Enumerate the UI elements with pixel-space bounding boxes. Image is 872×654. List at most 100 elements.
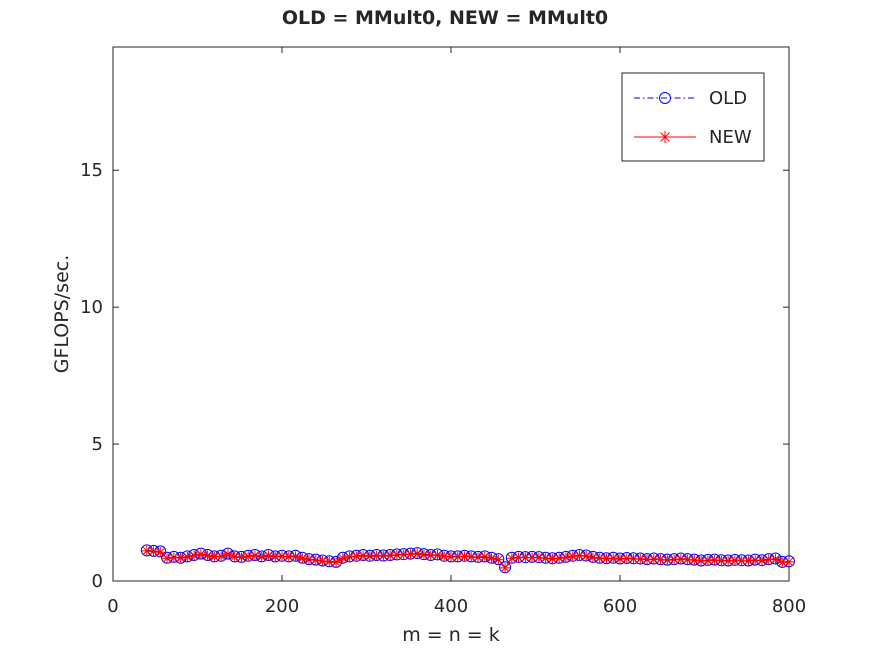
series-new-point <box>371 550 382 561</box>
series-new-point <box>479 551 490 562</box>
series-new-point <box>283 551 294 562</box>
series-new-point <box>567 551 578 562</box>
series-new-point <box>324 556 335 567</box>
series-new-point <box>696 556 707 567</box>
series-new-point <box>452 551 463 562</box>
y-tick-label: 10 <box>80 297 103 318</box>
series-layer <box>140 544 795 574</box>
series-new-point <box>500 562 511 573</box>
series-new-point <box>405 549 416 560</box>
series-new-point <box>560 552 571 563</box>
series-new-point <box>148 546 159 557</box>
series-new-point <box>723 556 734 567</box>
series-new-point <box>493 554 504 565</box>
series-new-point <box>182 551 193 562</box>
series-new-point <box>689 555 700 566</box>
y-axis: 0 5 10 15 <box>80 160 789 592</box>
series-new-point <box>297 553 308 564</box>
series-new-point <box>554 553 565 564</box>
series-new-point <box>533 552 544 563</box>
series-new-point <box>655 554 666 565</box>
y-tick-label: 5 <box>92 434 103 455</box>
series-new-point <box>189 550 200 561</box>
y-axis-label: GFLOPS/sec. <box>51 255 73 374</box>
series-new-point <box>784 556 794 567</box>
series-new-point <box>344 551 355 562</box>
series-new-point <box>750 555 761 566</box>
series-new-point <box>256 551 267 562</box>
legend-old-marker <box>659 92 671 104</box>
x-axis: 0 200 400 600 800 <box>107 47 806 617</box>
series-new-point <box>358 550 369 561</box>
series-new-point <box>506 553 517 564</box>
series-new-point <box>155 547 166 558</box>
x-tick-label: 400 <box>434 596 468 617</box>
legend-box <box>621 72 765 162</box>
series-new-point <box>263 550 274 561</box>
series-new-point <box>662 555 673 566</box>
series-new-point <box>669 554 680 565</box>
series-new-point <box>425 550 436 561</box>
legend-new-label: NEW <box>709 127 752 148</box>
x-tick-label: 600 <box>603 596 637 617</box>
series-new-point <box>337 553 348 564</box>
series-new-point <box>270 551 281 562</box>
series-new-point <box>385 550 396 561</box>
x-tick-label: 800 <box>772 596 806 617</box>
series-new-point <box>290 551 301 562</box>
series-new-point <box>587 552 598 563</box>
series-new-point <box>195 549 206 560</box>
series-new-point <box>615 554 625 565</box>
series-new-point <box>601 553 612 564</box>
y-tick-label: 0 <box>92 571 103 592</box>
series-new-point <box>304 554 315 565</box>
series-new-point <box>243 551 254 562</box>
series-new-point <box>351 551 362 562</box>
series-new-point <box>466 551 477 562</box>
series-new-point <box>216 551 227 562</box>
series-new-point <box>486 553 497 564</box>
series-new-point <box>682 554 693 565</box>
series-new-point <box>648 554 659 565</box>
series-new-point <box>756 555 767 566</box>
y-tick-label: 15 <box>80 160 103 181</box>
series-new-point <box>574 550 585 561</box>
series-new-point <box>547 553 558 564</box>
series-new-point <box>310 555 321 566</box>
series-new-point <box>635 554 646 565</box>
series-new-point <box>378 551 389 562</box>
legend-old-label: OLD <box>709 88 747 109</box>
series-new-point <box>202 550 213 561</box>
series-new-point <box>594 553 605 564</box>
series-new-point <box>777 557 788 568</box>
legend: OLD NEW <box>621 72 765 162</box>
series-new-point <box>642 554 653 565</box>
series-new-point <box>432 549 443 560</box>
x-tick-label: 200 <box>265 596 299 617</box>
series-new-point <box>249 550 260 561</box>
series-new-point <box>418 549 429 560</box>
series-new-point <box>439 551 450 562</box>
series-new-point <box>540 553 551 564</box>
series-new-point <box>398 549 409 560</box>
legend-new-marker <box>659 131 671 143</box>
series-new-point <box>608 553 619 564</box>
series-new-point <box>459 551 470 562</box>
series-new-point <box>236 552 247 563</box>
series-new-point <box>331 557 342 568</box>
series-new-point <box>317 556 328 567</box>
series-new-point <box>277 551 287 562</box>
series-new-point <box>168 552 179 563</box>
series-new-point <box>209 551 220 562</box>
x-tick-label: 0 <box>107 596 118 617</box>
series-new-point <box>175 552 186 563</box>
series-new-point <box>473 552 484 563</box>
series-new-point <box>364 551 375 562</box>
series-new-point <box>763 554 774 565</box>
x-axis-label: m = n = k <box>402 624 500 646</box>
series-new-point <box>141 545 152 556</box>
series-new <box>141 545 794 573</box>
series-new-point <box>709 555 720 566</box>
series-new-point <box>162 553 173 564</box>
